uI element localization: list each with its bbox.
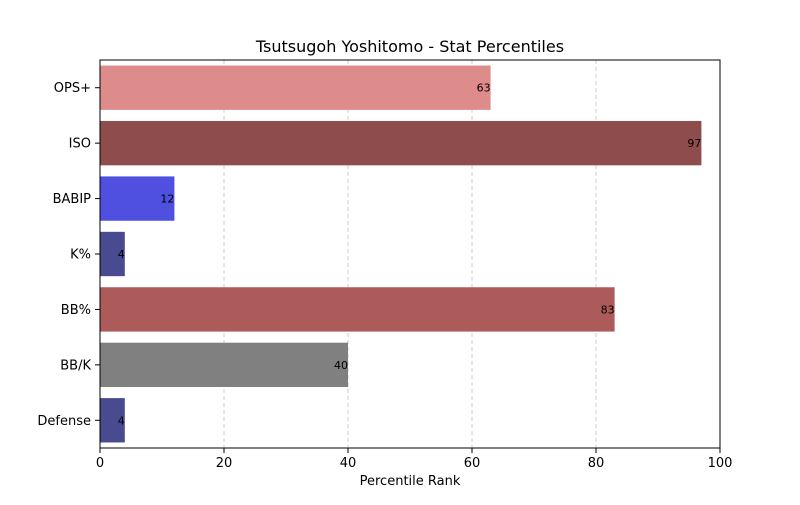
bar-value-label: 63 (477, 82, 491, 95)
bar-value-label: 4 (118, 414, 125, 427)
plot-frame (99, 59, 721, 449)
bar-value-label: 83 (601, 303, 615, 316)
bar-ops- (100, 65, 491, 110)
x-tick-label: 40 (340, 456, 357, 471)
x-tick-label: 60 (464, 456, 481, 471)
bar-value-label: 40 (334, 359, 348, 372)
y-tick-label: BB/K (60, 358, 91, 373)
bar-babip (100, 176, 175, 221)
y-tick-label: Defense (37, 414, 91, 429)
y-axis-ticks: OPS+ ISO BABIP K% BB% BB/K Defense (37, 81, 100, 429)
y-tick-label: ISO (69, 137, 91, 152)
bar-bb-k (100, 342, 348, 388)
x-tick-label: 20 (216, 456, 233, 471)
y-tick-label: BABIP (53, 192, 92, 207)
bar-value-label: 97 (687, 137, 701, 150)
bar-defense (100, 398, 125, 443)
grid-lines (99, 60, 721, 448)
y-tick-label: BB% (61, 303, 91, 318)
x-tick-label: 100 (708, 456, 733, 471)
x-tick-label: 0 (96, 456, 104, 471)
value-labels: 63 97 12 4 83 40 4 (118, 82, 702, 428)
x-axis-label: Percentile Rank (360, 474, 461, 489)
bar-iso (100, 120, 702, 166)
bar-value-label: 12 (160, 193, 174, 206)
chart-title: Tsutsugoh Yoshitomo - Stat Percentiles (255, 37, 564, 56)
bar-k- (100, 231, 125, 277)
x-axis-ticks: 0 20 40 60 80 100 (96, 448, 733, 471)
y-tick-label: K% (70, 248, 91, 263)
y-tick-label: OPS+ (54, 81, 91, 96)
bar-bb- (100, 287, 615, 332)
x-tick-label: 80 (588, 456, 605, 471)
bar-value-label: 4 (118, 248, 125, 261)
bars (100, 65, 702, 443)
